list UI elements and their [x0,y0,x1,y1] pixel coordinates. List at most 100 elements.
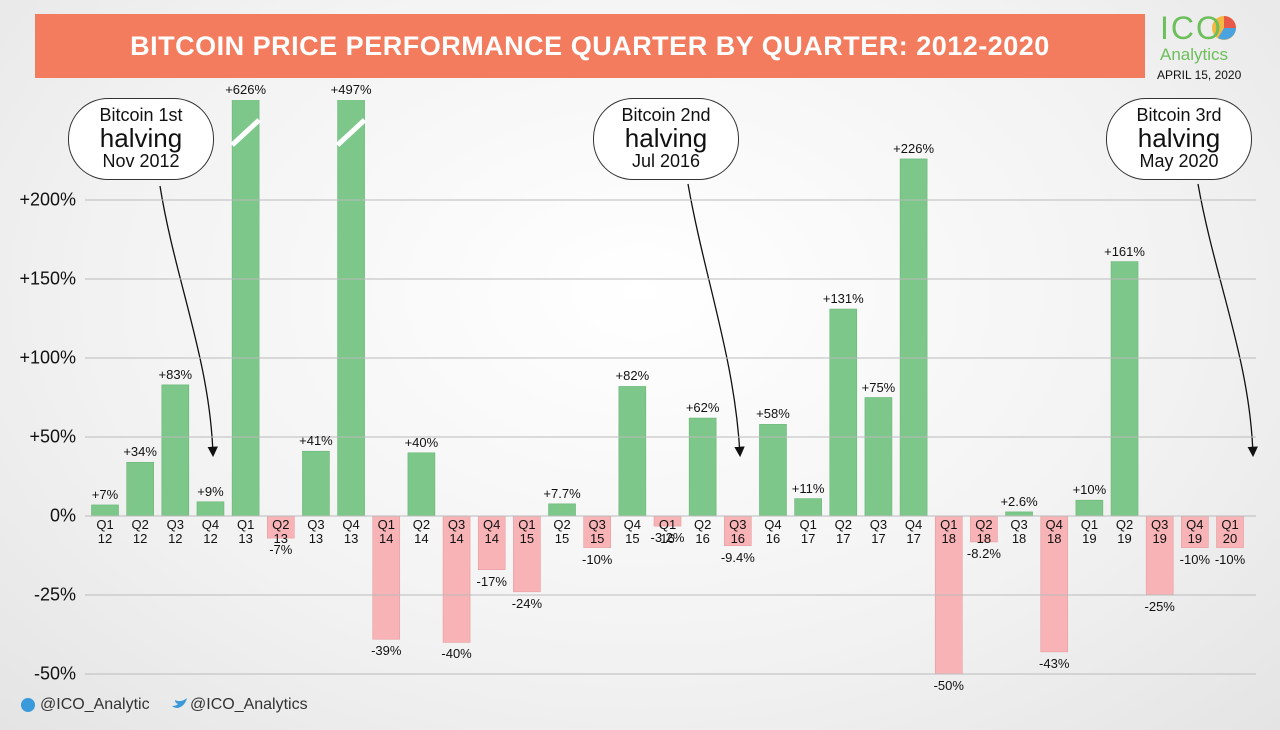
value-label: -17% [476,573,507,589]
x-tick-label: Q1 19 [1080,517,1099,546]
bar [688,417,717,517]
value-label: +9% [197,483,224,499]
value-label: -40% [441,646,472,662]
value-label: -43% [1039,655,1070,671]
brand-sub: Analytics [1160,45,1229,64]
bar [513,515,541,593]
value-label: +626% [225,82,267,97]
x-tick-label: Q4 17 [904,517,923,546]
value-label: +11% [791,480,825,496]
y-tick-label: +100% [19,347,76,368]
bar [1005,511,1033,517]
x-tick-label: Q3 16 [729,517,747,546]
x-tick-label: Q3 12 [166,517,184,546]
bar [407,452,436,517]
telegram-icon [21,698,35,712]
annotation: Bitcoin 1st halving Nov 2012 [68,98,214,180]
bar [548,503,576,517]
bar [126,461,154,517]
x-tick-label: Q2 18 [975,517,993,546]
annotation-line: Bitcoin 2nd [621,105,711,125]
bar [1075,499,1104,517]
value-label: -3.2% [650,530,685,546]
value-label: +82% [615,368,650,384]
x-tick-label: Q4 18 [1045,517,1063,546]
bar [1216,515,1244,548]
y-tick-label: +150% [19,268,76,289]
y-tick-label: 0% [49,505,76,526]
x-tick-label: Q2 14 [412,517,431,546]
value-label: -25% [1144,599,1175,614]
annotation-line: Nov 2012 [102,151,180,171]
y-tick-label: -50% [33,663,76,684]
value-label: +58% [756,406,790,422]
bar [1181,515,1209,548]
bar [618,386,647,517]
bar [724,515,752,547]
bar [91,504,119,517]
x-tick-label: Q3 18 [1010,517,1028,546]
x-tick-label: Q2 16 [693,517,712,546]
bar [864,397,893,517]
y-tick-label: +50% [29,426,76,447]
value-label: +161% [1104,243,1145,259]
value-label: +131% [822,291,864,307]
x-tick-label: Q1 14 [377,517,395,546]
value-label: -10% [582,551,613,567]
value-label: +497% [330,82,372,97]
value-label: +40% [404,434,439,450]
value-label: +75% [861,379,896,395]
x-tick-label: Q2 19 [1115,517,1134,546]
annotation-line: halving [1137,123,1221,153]
arrow [159,185,218,458]
bar [196,501,225,517]
arrow [687,183,745,458]
value-label: -50% [933,678,964,693]
annotation-line: Bitcoin 1st [99,105,183,125]
y-tick-label: +200% [19,189,76,210]
x-tick-label: Q2 15 [553,517,571,546]
annotation-line: Jul 2016 [631,151,701,171]
bar [161,384,190,517]
brand: ICO [1160,10,1223,46]
x-tick-label: Q1 20 [1221,517,1239,546]
value-label: +7% [91,486,119,502]
x-tick-label: Q3 15 [588,517,606,546]
x-tick-label: Q1 13 [236,517,255,546]
bar [1040,515,1069,653]
x-tick-label: Q4 12 [201,517,220,546]
annotation-line: halving [99,123,183,153]
x-tick-label: Q2 17 [834,517,852,546]
bar [899,158,928,517]
x-tick-label: Q1 15 [518,517,536,546]
value-label: +62% [685,400,720,416]
value-label: +10% [1072,482,1107,498]
value-label: +226% [893,140,935,156]
twitter: @ICO_Analytics [190,696,308,713]
value-label: +41% [299,433,333,449]
bar [1110,261,1139,517]
x-tick-label: Q1 16 [658,517,677,546]
arrow [1197,183,1258,458]
twitter-icon [172,698,187,708]
value-label: +34% [123,444,157,460]
bar [794,498,822,517]
x-tick-label: Q2 13 [272,517,290,546]
annotation: Bitcoin 3rd halving May 2020 [1106,98,1252,180]
x-tick-label: Q1 12 [96,517,114,546]
value-label: -10% [1179,551,1211,567]
break-mark [335,118,367,147]
bar [1145,515,1174,596]
bar [302,450,330,517]
bar [231,100,260,517]
x-tick-label: Q3 19 [1151,517,1169,546]
x-tick-label: Q2 12 [131,517,149,546]
x-tick-label: Q3 13 [307,517,325,546]
x-tick-label: Q4 15 [623,517,642,546]
value-label: -9.4% [720,549,755,565]
bar [583,515,611,548]
value-label: -24% [511,595,543,611]
x-tick-label: Q1 17 [799,517,817,546]
x-tick-label: Q4 19 [1186,517,1204,546]
